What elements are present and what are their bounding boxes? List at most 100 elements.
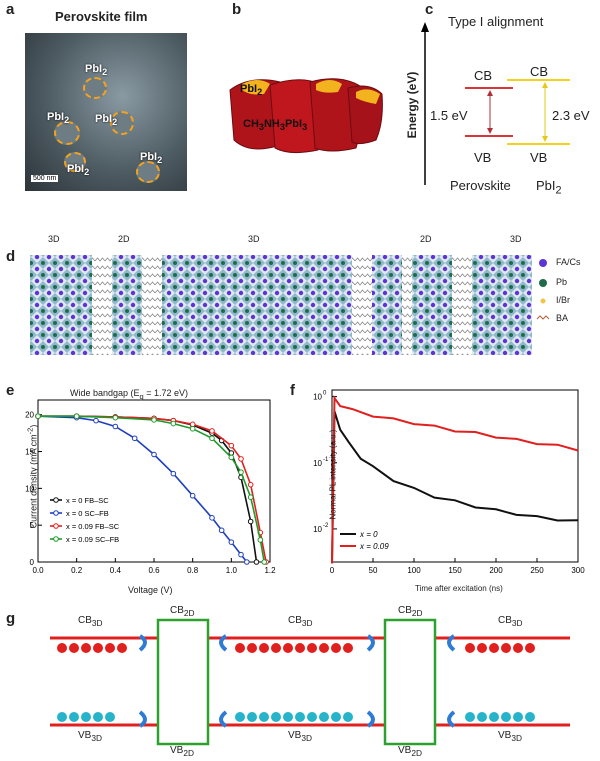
ba-spacer bbox=[92, 255, 112, 355]
3d-block bbox=[472, 255, 532, 355]
legend-label: x = 0.09 FB–SC bbox=[66, 522, 120, 531]
data-point bbox=[261, 559, 268, 565]
panel-c-title: Type I alignment bbox=[448, 14, 544, 29]
2d-barrier-box bbox=[383, 618, 437, 746]
data-point bbox=[151, 451, 157, 458]
material-label-perovskite: Perovskite bbox=[450, 178, 511, 193]
3d-block bbox=[30, 255, 92, 355]
pbi2-label: PbI2 bbox=[95, 113, 118, 128]
legend-marker bbox=[53, 497, 59, 503]
data-point bbox=[93, 417, 99, 424]
data-point bbox=[247, 494, 254, 500]
return-arrow-icon bbox=[366, 634, 375, 652]
data-point bbox=[170, 470, 177, 477]
data-point bbox=[189, 425, 196, 432]
return-arrow-icon bbox=[138, 710, 147, 728]
legend-fa-icon bbox=[539, 259, 547, 267]
reflection-arrows bbox=[138, 634, 456, 728]
panel-d-letter: d bbox=[6, 248, 16, 265]
panel-e-letter: e bbox=[6, 382, 15, 399]
segment-label-3d: 3D bbox=[248, 234, 260, 244]
scale-bar: 500 nm bbox=[31, 175, 59, 182]
return-arrow-icon bbox=[447, 710, 456, 728]
segment-label-2d: 2D bbox=[118, 234, 130, 244]
legend-label: x = 0 bbox=[359, 530, 378, 539]
material-label-pbi2: PbI2 bbox=[536, 178, 562, 197]
ba-spacer bbox=[402, 255, 412, 355]
panel-f-letter: f bbox=[290, 382, 295, 399]
x-tick-label: 50 bbox=[369, 566, 378, 575]
panel-c-letter: c bbox=[425, 1, 434, 18]
panel-g-letter: g bbox=[6, 610, 16, 627]
arrow-head-icon bbox=[487, 90, 493, 96]
x-tick-label: 0.4 bbox=[110, 566, 122, 575]
holes-right bbox=[465, 712, 535, 722]
pbi2-grain bbox=[64, 152, 86, 172]
cb3d-label: CB3D bbox=[288, 615, 313, 628]
data-point bbox=[151, 417, 157, 423]
cb2d-label: CB2D bbox=[170, 605, 195, 618]
data-point bbox=[73, 413, 80, 420]
data-point bbox=[228, 454, 235, 461]
arrow-head-icon bbox=[542, 136, 548, 142]
ba-spacer bbox=[452, 255, 472, 355]
chart-e-title: Wide bandgap (Eg = 1.72 eV) bbox=[70, 388, 188, 401]
vb3d-label: VB3D bbox=[288, 730, 312, 743]
return-arrow-icon bbox=[447, 634, 456, 652]
2d-block bbox=[112, 255, 142, 355]
vb-label-pbi2: VB bbox=[530, 150, 548, 165]
legend-label: x = 0.09 SC–FB bbox=[66, 535, 119, 544]
series-line bbox=[38, 415, 265, 563]
x-tick-label: 0 bbox=[330, 566, 335, 575]
segment-label-3d: 3D bbox=[510, 234, 522, 244]
data-point bbox=[170, 420, 177, 427]
x-tick-label: 0.6 bbox=[148, 566, 160, 575]
legend-label: I/Br bbox=[556, 295, 571, 305]
x-tick-label: 1.2 bbox=[264, 566, 276, 575]
cb3d-label: CB3D bbox=[498, 615, 523, 628]
data-point bbox=[247, 518, 254, 525]
chart-f-xlabel: Time after excitation (ns) bbox=[415, 584, 503, 593]
legend-marker bbox=[53, 536, 59, 542]
segment-label-2d: 2D bbox=[420, 234, 432, 244]
arrow-head-icon bbox=[542, 82, 548, 88]
legend-i-icon bbox=[540, 298, 546, 304]
data-point bbox=[112, 414, 119, 421]
ba-spacer bbox=[352, 255, 372, 355]
y-tick-exponent: -1 bbox=[323, 457, 329, 463]
jv-curve-chart: 0.0 0.2 0.4 0.6 0.8 1.0 1.2 0 5 10 15 20 x = 0 FB–SC… bbox=[25, 399, 276, 575]
data-point bbox=[218, 527, 225, 534]
cb2d-label: CB2D bbox=[398, 605, 423, 618]
data-point bbox=[238, 469, 244, 475]
chart-e-ylabel: Current density (mA cm-2) bbox=[25, 424, 39, 529]
pbi2-label: PbI2 bbox=[140, 151, 163, 166]
data-point bbox=[131, 435, 138, 442]
band-alignment-diagram bbox=[421, 22, 570, 185]
chart-f-ylabel: Normal PL intensity (a.u.) bbox=[328, 429, 338, 520]
data-point bbox=[189, 492, 196, 499]
arrow-head-icon bbox=[487, 128, 493, 134]
pbi2-label: PbI2 bbox=[240, 83, 263, 98]
panel-a-title: Perovskite film bbox=[55, 9, 148, 24]
pbi2-label: PbI2 bbox=[47, 111, 70, 126]
cb3d-label: CB3D bbox=[78, 615, 103, 628]
x-tick-label: 150 bbox=[448, 566, 462, 575]
pbi2-shell bbox=[316, 80, 342, 93]
data-point bbox=[189, 421, 196, 428]
x-tick-label: 1.0 bbox=[226, 566, 238, 575]
pbi2-grain bbox=[110, 111, 134, 135]
panel-b-letter: b bbox=[232, 1, 242, 18]
crystal-grains-illustration bbox=[229, 78, 383, 154]
decay-curve bbox=[331, 411, 579, 564]
y-tick-label: 5 bbox=[30, 521, 35, 530]
data-point bbox=[244, 559, 250, 565]
electrons-left bbox=[57, 643, 127, 653]
legend-label: FA/Cs bbox=[556, 257, 581, 267]
legend-label: BA bbox=[556, 313, 569, 323]
data-point bbox=[209, 435, 215, 442]
data-point bbox=[209, 515, 215, 521]
cb-label-pbi2: CB bbox=[530, 64, 549, 79]
pbi2-grain bbox=[54, 121, 80, 145]
legend-ba-icon bbox=[536, 315, 550, 320]
